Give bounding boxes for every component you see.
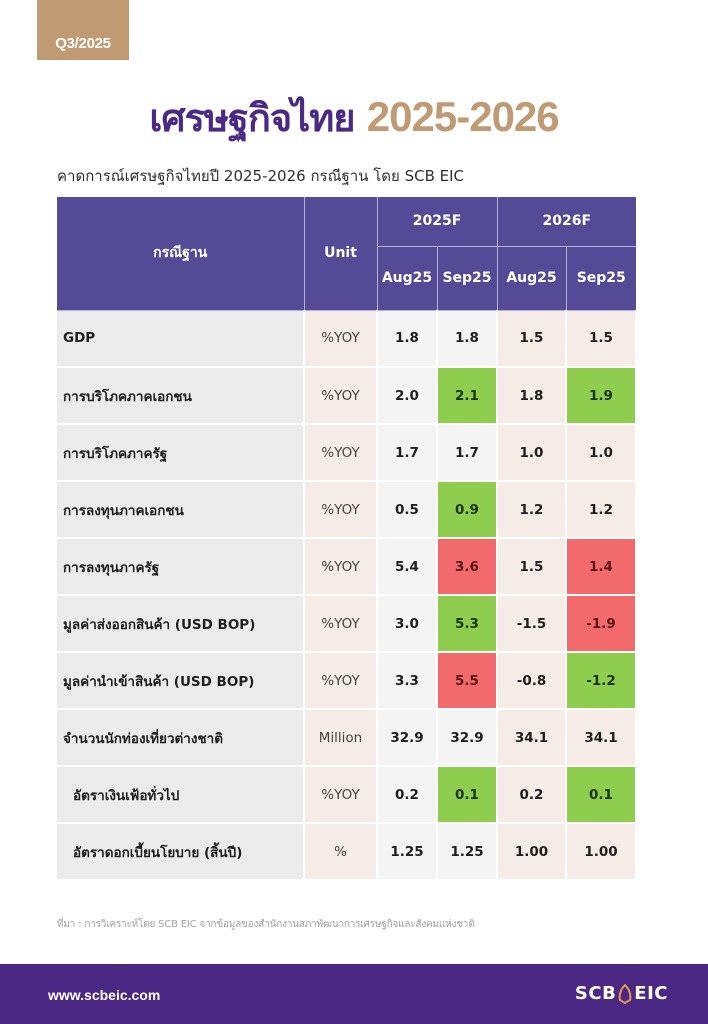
quarter-badge-label: Q3/2025 bbox=[55, 35, 111, 52]
header-month-2026-sep: Sep25 bbox=[565, 245, 636, 311]
value-2026-sep-down: -1.9 bbox=[566, 595, 637, 653]
value-2025-aug: 3.3 bbox=[377, 652, 438, 710]
value-2025-aug: 0.5 bbox=[377, 481, 438, 539]
row-unit: %YOY bbox=[304, 367, 378, 425]
website-link[interactable]: www.scbeic.com bbox=[48, 987, 161, 1003]
value-2025-sep-up: 2.1 bbox=[437, 367, 498, 425]
page-title-thai: เศรษฐกิจไทย bbox=[149, 96, 355, 140]
value-2025-aug: 2.0 bbox=[377, 367, 438, 425]
row-unit: %YOY bbox=[304, 538, 378, 596]
table-subtitle: คาดการณ์เศรษฐกิจไทยปี 2025-2026 กรณีฐาน … bbox=[57, 167, 465, 185]
value-2026-sep: 1.0 bbox=[566, 424, 637, 482]
header-unit: Unit bbox=[303, 197, 378, 311]
table-row: มูลค่าส่งออกสินค้า (USD BOP) %YOY 3.0 5.3 -1… bbox=[57, 595, 637, 653]
table-row: จำนวนนักท่องเที่ยวต่างชาติ Million 32.9 32.… bbox=[57, 709, 637, 767]
forecast-table: กรณีฐาน Unit 2025F 2026F Aug25 Sep25 Aug… bbox=[57, 197, 637, 881]
row-label: การลงทุนภาครัฐ bbox=[57, 538, 305, 596]
value-2025-aug: 5.4 bbox=[377, 538, 438, 596]
row-unit: %YOY bbox=[304, 310, 378, 368]
header-year-2025: 2025F bbox=[376, 197, 498, 247]
row-label: การบริโภคภาครัฐ bbox=[57, 424, 305, 482]
value-2025-sep: 1.8 bbox=[437, 310, 498, 368]
value-2025-sep-up: 5.3 bbox=[437, 595, 498, 653]
value-2025-aug: 0.2 bbox=[377, 766, 438, 824]
logo-text-eic: EIC bbox=[634, 983, 668, 1004]
table-row: การบริโภคภาคเอกชน %YOY 2.0 2.1 1.8 1.9 bbox=[57, 367, 637, 425]
value-2025-sep-up: 0.1 bbox=[437, 766, 498, 824]
row-unit: % bbox=[304, 823, 378, 881]
row-unit: %YOY bbox=[304, 481, 378, 539]
value-2025-sep-up: 0.9 bbox=[437, 481, 498, 539]
value-2026-sep-down: 1.4 bbox=[566, 538, 637, 596]
page-title-years: 2025-2026 bbox=[366, 93, 560, 140]
value-2026-aug: 34.1 bbox=[497, 709, 567, 767]
logo-text-scb: SCB bbox=[574, 983, 617, 1004]
row-label: จำนวนนักท่องเที่ยวต่างชาติ bbox=[57, 709, 305, 767]
value-2025-aug: 1.8 bbox=[377, 310, 438, 368]
row-unit: %YOY bbox=[304, 424, 378, 482]
value-2026-aug: 1.2 bbox=[497, 481, 567, 539]
header-year-2026: 2026F bbox=[496, 197, 636, 247]
table-row: การบริโภคภาครัฐ %YOY 1.7 1.7 1.0 1.0 bbox=[57, 424, 637, 482]
value-2026-aug: -0.8 bbox=[497, 652, 567, 710]
table-row: มูลค่านำเข้าสินค้า (USD BOP) %YOY 3.3 5.5 -0… bbox=[57, 652, 637, 710]
row-label: อัตราดอกเบี้ยนโยบาย (สิ้นปี) bbox=[57, 823, 305, 881]
row-label: มูลค่านำเข้าสินค้า (USD BOP) bbox=[57, 652, 305, 710]
header-scenario: กรณีฐาน bbox=[57, 197, 305, 311]
page-title: เศรษฐกิจไทย 2025-2026 bbox=[0, 92, 708, 143]
table-row: อัตราเงินเฟ้อทั่วไป %YOY 0.2 0.1 0.2 0.1 bbox=[57, 766, 637, 824]
value-2025-sep-down: 3.6 bbox=[437, 538, 498, 596]
value-2026-aug: 1.5 bbox=[497, 310, 567, 368]
value-2025-sep: 32.9 bbox=[437, 709, 498, 767]
row-label: GDP bbox=[57, 310, 305, 368]
row-label: การบริโภคภาคเอกชน bbox=[57, 367, 305, 425]
row-unit: %YOY bbox=[304, 595, 378, 653]
header-month-2025-sep: Sep25 bbox=[436, 245, 498, 311]
value-2026-sep-up: 0.1 bbox=[566, 766, 637, 824]
table-row: การลงทุนภาครัฐ %YOY 5.4 3.6 1.5 1.4 bbox=[57, 538, 637, 596]
row-label: มูลค่าส่งออกสินค้า (USD BOP) bbox=[57, 595, 305, 653]
row-unit: %YOY bbox=[304, 766, 378, 824]
quarter-badge: Q3/2025 bbox=[37, 0, 129, 60]
scb-eic-logo: SCB EIC bbox=[575, 983, 668, 1004]
table-row: การลงทุนภาคเอกชน %YOY 0.5 0.9 1.2 1.2 bbox=[57, 481, 637, 539]
header-month-2026-aug: Aug25 bbox=[496, 245, 567, 311]
table-row: GDP %YOY 1.8 1.8 1.5 1.5 bbox=[57, 310, 637, 368]
value-2026-aug: 1.8 bbox=[497, 367, 567, 425]
row-unit: %YOY bbox=[304, 652, 378, 710]
header-month-2025-aug: Aug25 bbox=[376, 245, 438, 311]
value-2026-sep: 1.5 bbox=[566, 310, 637, 368]
footer-bar: www.scbeic.com SCB EIC bbox=[0, 964, 708, 1024]
value-2026-aug: 1.5 bbox=[497, 538, 567, 596]
value-2025-aug: 32.9 bbox=[377, 709, 438, 767]
value-2026-sep: 1.2 bbox=[566, 481, 637, 539]
scb-leaf-icon bbox=[618, 983, 632, 1004]
row-unit: Million bbox=[304, 709, 378, 767]
table-row: อัตราดอกเบี้ยนโยบาย (สิ้นปี)% 1.25 1.25 1.0… bbox=[57, 823, 637, 881]
value-2026-aug: 0.2 bbox=[497, 766, 567, 824]
value-2026-sep-up: 1.9 bbox=[566, 367, 637, 425]
value-2026-sep-up: -1.2 bbox=[566, 652, 637, 710]
value-2026-sep: 34.1 bbox=[566, 709, 637, 767]
value-2025-aug: 3.0 bbox=[377, 595, 438, 653]
value-2025-sep: 1.7 bbox=[437, 424, 498, 482]
value-2026-aug: 1.0 bbox=[497, 424, 567, 482]
value-2026-sep: 1.00 bbox=[566, 823, 637, 881]
row-label: การลงทุนภาคเอกชน bbox=[57, 481, 305, 539]
value-2025-sep-down: 5.5 bbox=[437, 652, 498, 710]
value-2025-sep: 1.25 bbox=[437, 823, 498, 881]
source-note: ที่มา : การวิเคราะห์โดย SCB EIC จากข้อมู… bbox=[57, 919, 475, 930]
value-2025-aug: 1.7 bbox=[377, 424, 438, 482]
value-2026-aug: -1.5 bbox=[497, 595, 567, 653]
row-label: อัตราเงินเฟ้อทั่วไป bbox=[57, 766, 305, 824]
value-2026-aug: 1.00 bbox=[497, 823, 567, 881]
value-2025-aug: 1.25 bbox=[377, 823, 438, 881]
